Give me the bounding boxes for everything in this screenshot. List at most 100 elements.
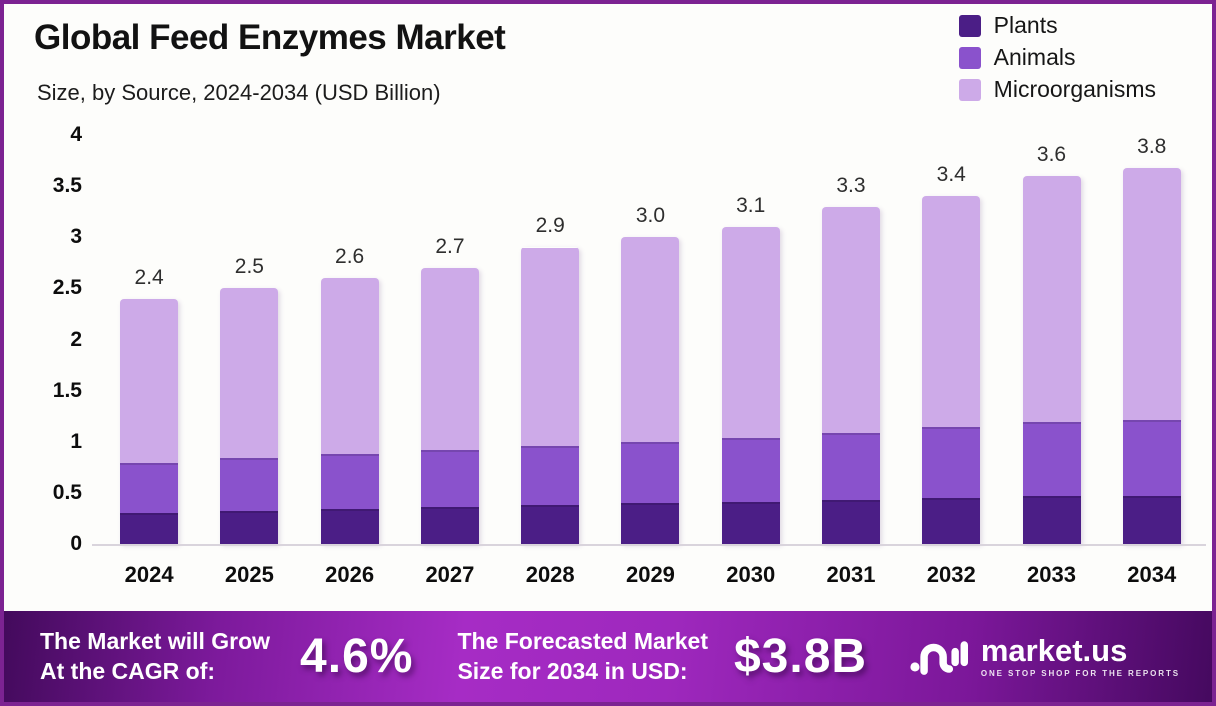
x-tick-2030: 2030 bbox=[726, 562, 776, 587]
bar-segment-microorganisms-2030 bbox=[721, 227, 780, 438]
x-tick-2028: 2028 bbox=[525, 562, 575, 587]
bar-segment-animals-2029 bbox=[621, 441, 680, 504]
brand-name: market.us bbox=[980, 633, 1128, 668]
brand-text: market.us ONE STOP SHOP FOR THE REPORTS bbox=[981, 635, 1180, 678]
legend-swatch-microorganisms bbox=[958, 78, 981, 101]
bar-2025 bbox=[220, 288, 279, 544]
bar-segment-animals-2033 bbox=[1022, 422, 1081, 496]
bar-total-label-2030: 3.1 bbox=[736, 194, 766, 218]
x-tick-2026: 2026 bbox=[325, 562, 375, 587]
bar-column-2033: 3.6 bbox=[1022, 135, 1081, 544]
x-tick-2034: 2034 bbox=[1127, 562, 1177, 587]
x-tick-2027: 2027 bbox=[425, 562, 475, 587]
bar-total-label-2032: 3.4 bbox=[936, 163, 966, 187]
bar-2032 bbox=[922, 196, 981, 544]
bar-column-2034: 3.8 bbox=[1122, 135, 1181, 544]
forecast-label-line1: The Forecasted Market bbox=[457, 628, 708, 655]
bar-total-label-2031: 3.3 bbox=[836, 173, 866, 197]
y-tick-1: 1 bbox=[70, 429, 82, 453]
bar-segment-animals-2024 bbox=[120, 463, 179, 514]
y-tick-3.5: 3.5 bbox=[52, 174, 82, 198]
bar-column-2028: 2.9 bbox=[521, 135, 580, 544]
bar-segment-animals-2031 bbox=[821, 432, 880, 501]
bar-segment-microorganisms-2028 bbox=[521, 247, 580, 446]
bar-segment-microorganisms-2032 bbox=[922, 196, 981, 428]
bar-column-2032: 3.4 bbox=[922, 135, 981, 544]
brand-block: market.us ONE STOP SHOP FOR THE REPORTS bbox=[910, 634, 1180, 680]
bar-segment-plants-2031 bbox=[821, 500, 880, 544]
bar-segment-plants-2025 bbox=[220, 511, 279, 544]
legend-swatch-plants bbox=[958, 14, 981, 37]
legend-label: Plants bbox=[993, 12, 1058, 38]
cagr-value: 4.6% bbox=[300, 630, 414, 683]
bar-2031 bbox=[821, 206, 880, 544]
x-axis-line bbox=[92, 544, 1206, 546]
bar-column-2029: 3.0 bbox=[621, 135, 680, 544]
bar-column-2030: 3.1 bbox=[721, 135, 780, 544]
bar-segment-microorganisms-2034 bbox=[1122, 168, 1181, 421]
bar-segment-animals-2030 bbox=[721, 437, 780, 503]
bar-segment-microorganisms-2031 bbox=[821, 206, 880, 433]
bar-total-label-2028: 2.9 bbox=[535, 214, 565, 238]
bar-column-2024: 2.4 bbox=[120, 135, 179, 544]
bar-segment-microorganisms-2026 bbox=[320, 278, 379, 455]
bar-column-2025: 2.5 bbox=[220, 135, 279, 544]
brand-tagline: ONE STOP SHOP FOR THE REPORTS bbox=[980, 669, 1180, 678]
bar-column-2031: 3.3 bbox=[821, 135, 880, 544]
bar-segment-microorganisms-2025 bbox=[220, 288, 279, 459]
y-tick-1.5: 1.5 bbox=[52, 378, 82, 402]
legend-label: Microorganisms bbox=[993, 76, 1156, 102]
y-axis: 4 3.5 3 2.5 2 1.5 1 0.5 0 bbox=[4, 123, 82, 555]
bar-segment-animals-2032 bbox=[922, 427, 981, 498]
cagr-label-line1: The Market will Grow bbox=[40, 628, 271, 655]
marketus-logo-icon bbox=[910, 640, 968, 675]
legend-item-animals: Animals bbox=[958, 44, 1156, 71]
bar-total-label-2027: 2.7 bbox=[435, 234, 465, 258]
bar-segment-animals-2025 bbox=[220, 458, 279, 512]
forecast-label-line2: Size for 2034 in USD: bbox=[457, 657, 688, 684]
x-axis-labels: 2024 2025 2026 2027 2028 2029 2030 2031 2032 2033… bbox=[99, 562, 1202, 588]
bar-2034 bbox=[1122, 168, 1181, 544]
x-tick-2025: 2025 bbox=[224, 562, 274, 587]
bar-2024 bbox=[120, 298, 179, 544]
bar-segment-animals-2028 bbox=[521, 445, 580, 506]
bar-2029 bbox=[621, 237, 680, 544]
bar-total-label-2025: 2.5 bbox=[234, 255, 264, 279]
y-tick-0: 0 bbox=[70, 532, 82, 555]
bar-total-label-2034: 3.8 bbox=[1137, 135, 1167, 158]
bar-segment-microorganisms-2024 bbox=[120, 298, 179, 464]
legend-swatch-animals bbox=[958, 46, 981, 69]
bar-segment-microorganisms-2033 bbox=[1022, 175, 1081, 423]
cagr-label: The Market will Grow At the CAGR of: bbox=[40, 627, 270, 686]
bar-segment-animals-2027 bbox=[420, 449, 479, 508]
bar-total-label-2024: 2.4 bbox=[134, 265, 164, 289]
bar-segment-animals-2034 bbox=[1122, 420, 1181, 496]
x-tick-2031: 2031 bbox=[826, 562, 876, 587]
bar-segment-plants-2028 bbox=[521, 505, 580, 544]
y-tick-0.5: 0.5 bbox=[52, 480, 82, 504]
bar-segment-plants-2030 bbox=[721, 502, 780, 544]
x-tick-2032: 2032 bbox=[926, 562, 976, 587]
bar-2026 bbox=[320, 278, 379, 544]
y-tick-3: 3 bbox=[70, 225, 82, 249]
bar-column-2027: 2.7 bbox=[420, 135, 479, 544]
bar-segment-plants-2034 bbox=[1122, 495, 1181, 544]
cagr-label-line2: At the CAGR of: bbox=[40, 657, 216, 684]
bar-total-label-2026: 2.6 bbox=[335, 245, 365, 269]
y-tick-2: 2 bbox=[70, 327, 82, 351]
footer-banner: The Market will Grow At the CAGR of: 4.6… bbox=[4, 611, 1212, 702]
y-tick-4: 4 bbox=[70, 123, 82, 146]
legend-item-microorganisms: Microorganisms bbox=[958, 76, 1156, 103]
bar-2033 bbox=[1022, 175, 1081, 544]
bar-segment-animals-2026 bbox=[320, 454, 379, 510]
bar-total-label-2033: 3.6 bbox=[1036, 142, 1067, 166]
bar-segment-plants-2032 bbox=[922, 498, 981, 544]
bar-2030 bbox=[721, 227, 780, 544]
forecast-value: $3.8B bbox=[733, 630, 868, 683]
bar-segment-plants-2027 bbox=[420, 507, 479, 544]
legend-label: Animals bbox=[993, 44, 1076, 70]
chart-legend: Plants Animals Microorganisms bbox=[958, 12, 1156, 103]
bar-segment-plants-2026 bbox=[320, 509, 379, 544]
page-title: Global Feed Enzymes Market bbox=[34, 18, 506, 57]
